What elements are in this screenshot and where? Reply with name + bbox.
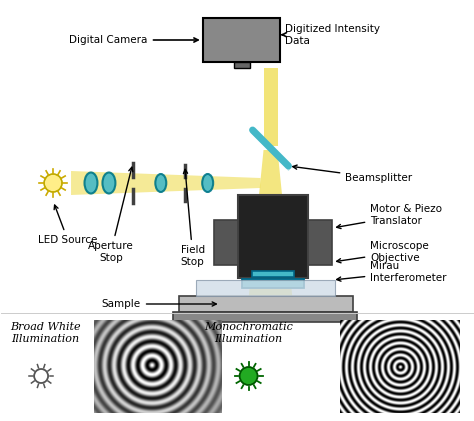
Ellipse shape <box>102 173 116 194</box>
Bar <box>203 18 281 62</box>
Bar <box>214 220 237 265</box>
Text: Field
Stop: Field Stop <box>181 169 205 266</box>
Text: Digital Camera: Digital Camera <box>70 35 198 45</box>
Bar <box>173 312 357 322</box>
Bar <box>242 279 304 288</box>
Text: Digitized Intensity
Data: Digitized Intensity Data <box>282 24 381 45</box>
Text: Broad White
Illumination: Broad White Illumination <box>10 322 81 344</box>
Text: Beamsplitter: Beamsplitter <box>293 165 412 183</box>
Bar <box>196 280 336 296</box>
Polygon shape <box>71 171 261 195</box>
Text: Motor & Piezo
Translator: Motor & Piezo Translator <box>337 204 442 229</box>
Text: Sample: Sample <box>102 299 216 309</box>
Text: Aperture
Stop: Aperture Stop <box>88 167 134 263</box>
Text: Monochromatic
Illumination: Monochromatic Illumination <box>204 322 293 344</box>
Polygon shape <box>248 150 292 298</box>
Ellipse shape <box>84 173 98 194</box>
Ellipse shape <box>202 174 213 192</box>
Text: LED Source: LED Source <box>38 205 98 245</box>
Polygon shape <box>264 68 277 146</box>
Bar <box>234 62 250 68</box>
Text: Mirau
Interferometer: Mirau Interferometer <box>337 261 447 283</box>
Text: Microscope
Objective: Microscope Objective <box>337 241 429 263</box>
Circle shape <box>44 174 62 192</box>
Bar <box>237 195 309 278</box>
Bar <box>179 296 353 312</box>
Bar <box>309 220 332 265</box>
Circle shape <box>239 367 257 385</box>
Circle shape <box>34 369 48 383</box>
Bar <box>252 271 294 277</box>
Ellipse shape <box>155 174 166 192</box>
